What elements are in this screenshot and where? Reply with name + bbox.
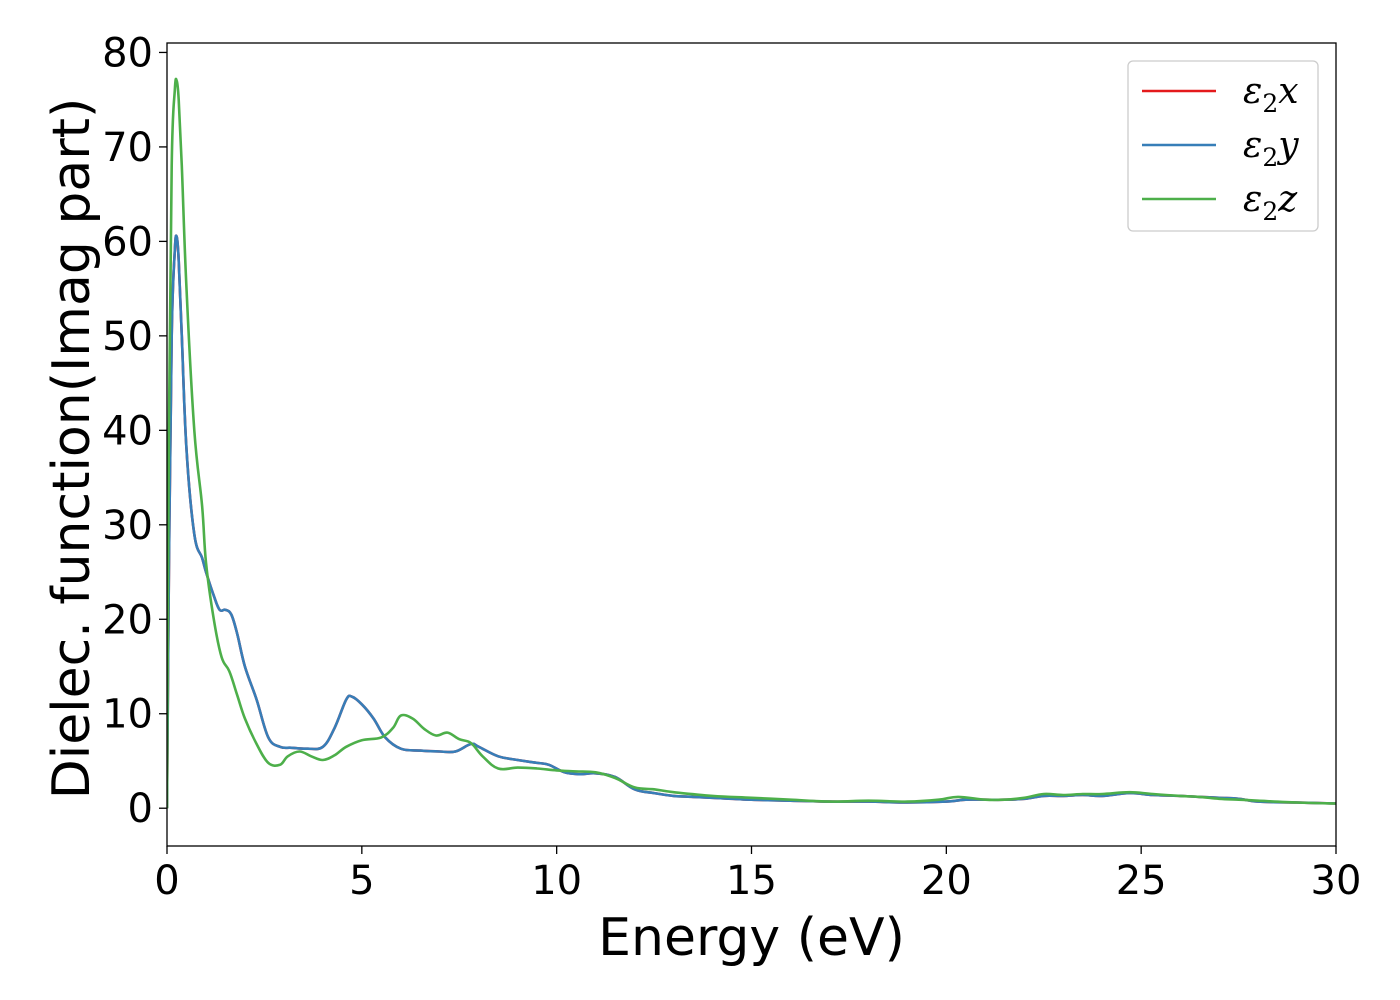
- x-tick-label: 10: [531, 858, 582, 904]
- x-tick-label: 5: [349, 858, 374, 904]
- x-tick-label: 25: [1116, 858, 1167, 904]
- y-tick-label: 60: [102, 219, 153, 265]
- y-tick-label: 70: [102, 125, 153, 171]
- x-tick-label: 30: [1311, 858, 1362, 904]
- legend-label-z: ε2z: [1243, 179, 1298, 226]
- legend-label-y: ε2y: [1243, 125, 1299, 172]
- y-tick-label: 30: [102, 503, 153, 549]
- legend-label-x: ε2x: [1243, 71, 1299, 118]
- y-tick-label: 0: [128, 786, 153, 832]
- x-axis-label: Energy (eV): [598, 908, 905, 968]
- x-tick-label: 20: [921, 858, 972, 904]
- legend-box: [1127, 60, 1319, 232]
- y-tick-label: 10: [102, 692, 153, 738]
- x-tick-label: 0: [154, 858, 179, 904]
- y-tick-label: 50: [102, 314, 153, 360]
- y-tick-label: 40: [102, 408, 153, 454]
- legend: ε2x ε2y ε2z: [1127, 60, 1319, 232]
- x-tick-label: 15: [726, 858, 777, 904]
- plot-lines: [167, 77, 1336, 809]
- y-tick-label: 20: [102, 597, 153, 643]
- y-axis: 0 10 20 30 40 50 60 70 80: [102, 30, 167, 832]
- series-line-z: [167, 77, 1336, 809]
- series-line-y: [167, 234, 1336, 809]
- y-tick-label: 80: [102, 30, 153, 76]
- x-axis: 0 5 10 15 20 25 30: [154, 846, 1361, 904]
- y-axis-label: Dielec. function(Imag part): [42, 98, 102, 800]
